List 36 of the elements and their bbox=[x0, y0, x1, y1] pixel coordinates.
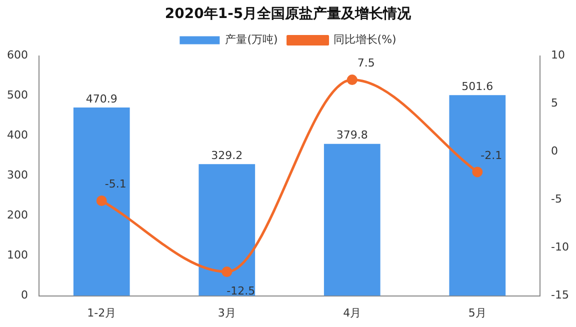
y-tick-label: 100 bbox=[6, 248, 28, 262]
point bbox=[346, 74, 358, 86]
data-label: -2.1 bbox=[480, 148, 502, 162]
y2-tick-label: -5 bbox=[551, 192, 562, 206]
bar bbox=[449, 95, 506, 296]
legend-label: 产量(万吨) bbox=[225, 33, 278, 46]
bar bbox=[324, 144, 380, 296]
data-label: -12.5 bbox=[226, 284, 256, 298]
y-tick-label: 200 bbox=[6, 208, 28, 222]
y2-tick-label: 10 bbox=[551, 48, 566, 62]
y2-tick-label: -10 bbox=[551, 240, 569, 254]
bar bbox=[198, 164, 256, 296]
data-label: 470.9 bbox=[86, 92, 118, 106]
data-label: 379.8 bbox=[336, 128, 368, 142]
point bbox=[96, 196, 107, 206]
x-tick-label: 3月 bbox=[218, 306, 236, 320]
bar bbox=[73, 107, 130, 296]
x-tick-label: 4月 bbox=[343, 306, 362, 320]
chart-title: 2020年1-5月全国原盐产量及增长情况 bbox=[164, 5, 412, 22]
y-tick-label: 0 bbox=[20, 288, 28, 302]
y-tick-label: 300 bbox=[6, 168, 28, 182]
point bbox=[222, 266, 232, 278]
y-tick-label: 500 bbox=[6, 88, 28, 102]
y2-tick-label: -15 bbox=[551, 288, 569, 302]
y2-tick-label: 5 bbox=[551, 96, 558, 110]
data-label: 501.6 bbox=[462, 80, 494, 94]
legend-label: 同比增长(%) bbox=[333, 33, 396, 46]
y2-tick-label: 0 bbox=[551, 144, 558, 158]
data-label: -5.1 bbox=[104, 178, 126, 191]
point bbox=[472, 166, 483, 178]
y-tick-label: 400 bbox=[6, 128, 28, 142]
data-label: 329.2 bbox=[211, 148, 243, 162]
x-tick-label: 1-2月 bbox=[87, 306, 116, 320]
data-label: 7.5 bbox=[357, 56, 375, 70]
y-tick-label: 600 bbox=[6, 48, 28, 62]
x-tick-label: 5月 bbox=[468, 306, 486, 320]
